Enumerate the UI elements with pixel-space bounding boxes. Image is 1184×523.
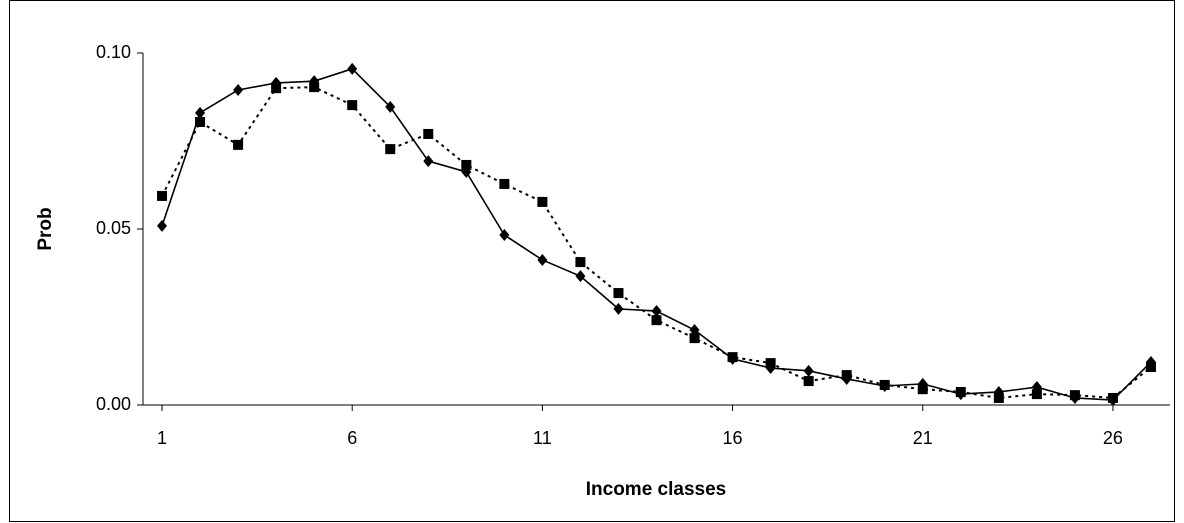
square-marker bbox=[537, 196, 548, 207]
square-marker bbox=[841, 370, 852, 381]
diamond-marker bbox=[613, 302, 624, 315]
x-tick-label: 16 bbox=[723, 428, 743, 448]
square-marker bbox=[309, 82, 320, 93]
diamond-marker bbox=[651, 305, 662, 318]
square-marker bbox=[499, 178, 510, 189]
square-marker bbox=[765, 358, 776, 369]
diamond-marker bbox=[575, 270, 586, 283]
x-tick-label: 21 bbox=[913, 428, 933, 448]
square-marker bbox=[1107, 392, 1118, 403]
square-marker bbox=[955, 386, 966, 397]
square-marker bbox=[803, 376, 814, 387]
square-marker bbox=[689, 333, 700, 344]
diamond-marker bbox=[423, 155, 434, 168]
square-marker bbox=[651, 315, 662, 326]
diamond-marker bbox=[689, 324, 700, 337]
diamond-marker bbox=[803, 364, 814, 377]
series-line bbox=[161, 86, 1152, 399]
diamond-marker bbox=[537, 253, 548, 266]
square-marker bbox=[613, 288, 624, 299]
y-tick-label: 0.00 bbox=[96, 394, 131, 414]
square-marker bbox=[1145, 361, 1156, 372]
diamond-marker bbox=[385, 100, 396, 113]
square-marker bbox=[423, 128, 434, 139]
y-tick-label: 0.05 bbox=[96, 218, 131, 238]
square-marker bbox=[575, 257, 586, 268]
x-tick-label: 1 bbox=[157, 428, 167, 448]
chart-border bbox=[9, 0, 1175, 522]
diamond-marker bbox=[233, 83, 244, 96]
y-tick-label: 0.10 bbox=[96, 42, 131, 62]
square-marker bbox=[157, 190, 168, 201]
square-marker bbox=[461, 159, 472, 170]
square-marker bbox=[1031, 389, 1042, 400]
square-marker bbox=[727, 352, 738, 363]
square-marker bbox=[993, 392, 1004, 403]
square-marker bbox=[917, 384, 928, 395]
square-marker bbox=[195, 116, 206, 127]
x-tick-label: 11 bbox=[533, 428, 552, 448]
square-marker bbox=[233, 139, 244, 150]
square-marker bbox=[879, 379, 890, 390]
square-marker bbox=[1069, 390, 1080, 401]
x-axis-title: Income classes bbox=[586, 479, 726, 500]
x-tick-label: 26 bbox=[1103, 428, 1123, 448]
square-marker bbox=[347, 100, 358, 111]
y-axis-title: Prob bbox=[35, 207, 56, 250]
diamond-marker bbox=[195, 106, 206, 119]
diamond-marker bbox=[347, 62, 358, 75]
x-tick-label: 6 bbox=[347, 428, 357, 448]
diamond-marker bbox=[499, 228, 510, 241]
square-marker bbox=[385, 144, 396, 155]
square-marker bbox=[271, 83, 282, 94]
diamond-marker bbox=[157, 219, 168, 232]
